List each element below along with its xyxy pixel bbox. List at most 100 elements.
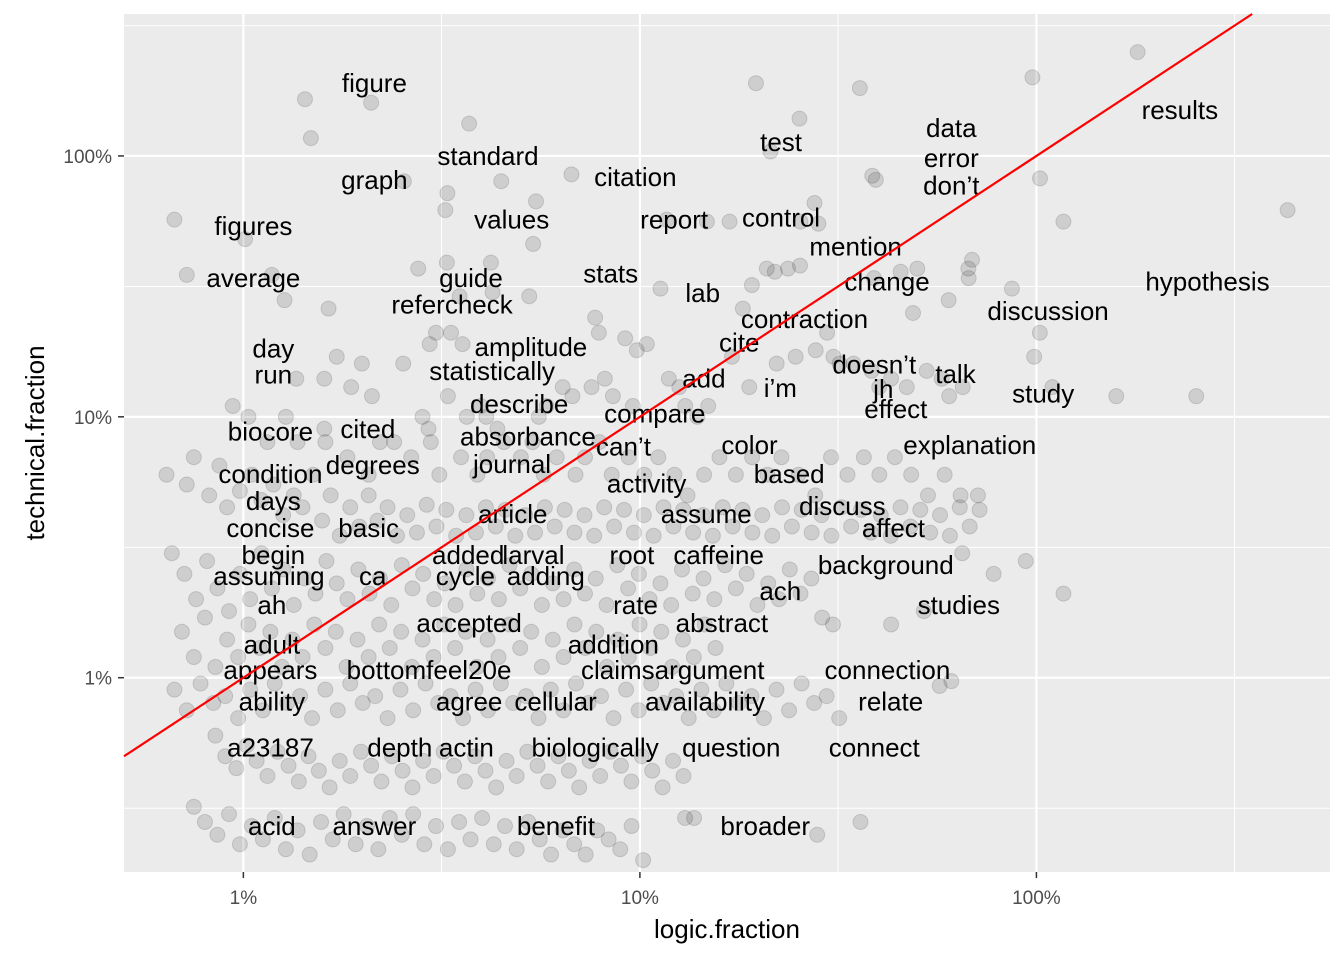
data-point bbox=[687, 810, 702, 825]
word-label: affect bbox=[862, 513, 926, 543]
data-point bbox=[243, 592, 258, 607]
data-point bbox=[421, 421, 436, 436]
data-point bbox=[340, 592, 355, 607]
data-point bbox=[444, 325, 459, 340]
word-label: absorbance bbox=[460, 422, 596, 452]
data-point bbox=[286, 597, 301, 612]
data-point bbox=[1130, 45, 1145, 60]
word-label: connection bbox=[825, 655, 951, 685]
word-label: color bbox=[721, 430, 778, 460]
word-label: data bbox=[926, 113, 977, 143]
word-label: add bbox=[682, 364, 725, 394]
data-point bbox=[872, 467, 887, 482]
data-point bbox=[411, 261, 426, 276]
data-point bbox=[229, 761, 244, 776]
data-point bbox=[368, 689, 383, 704]
word-label: condition bbox=[218, 459, 322, 489]
data-point bbox=[189, 592, 204, 607]
word-label: citation bbox=[594, 162, 676, 192]
data-point bbox=[448, 640, 463, 655]
data-point bbox=[868, 172, 883, 187]
data-point bbox=[1056, 586, 1071, 601]
data-point bbox=[297, 92, 312, 107]
data-point bbox=[767, 264, 782, 279]
data-point bbox=[728, 581, 743, 596]
data-point bbox=[396, 356, 411, 371]
data-point bbox=[509, 769, 524, 784]
word-label: accepted bbox=[416, 608, 522, 638]
data-point bbox=[478, 763, 493, 778]
data-point bbox=[567, 525, 582, 540]
data-point bbox=[1032, 325, 1047, 340]
data-point bbox=[653, 576, 668, 591]
word-label: compare bbox=[604, 398, 705, 428]
y-tick-label: 100% bbox=[63, 147, 112, 168]
data-point bbox=[314, 814, 329, 829]
data-point bbox=[427, 592, 442, 607]
word-label: change bbox=[844, 267, 929, 297]
word-label: studies bbox=[918, 590, 1000, 620]
data-point bbox=[315, 513, 330, 528]
data-point bbox=[584, 380, 599, 395]
word-label: assume bbox=[661, 499, 752, 529]
word-label: standard bbox=[437, 141, 538, 171]
word-label: statistically bbox=[429, 356, 555, 386]
data-point bbox=[277, 293, 292, 308]
data-point bbox=[792, 111, 807, 126]
data-point bbox=[587, 528, 602, 543]
data-point bbox=[317, 421, 332, 436]
data-point bbox=[568, 467, 583, 482]
data-point bbox=[438, 203, 453, 218]
data-point bbox=[856, 450, 871, 465]
data-point bbox=[526, 236, 541, 251]
data-point bbox=[597, 500, 612, 515]
data-point bbox=[364, 389, 379, 404]
data-point bbox=[819, 689, 834, 704]
data-point bbox=[455, 337, 470, 352]
data-point bbox=[380, 711, 395, 726]
word-label: actin bbox=[439, 733, 494, 763]
data-point bbox=[440, 186, 455, 201]
data-point bbox=[832, 711, 847, 726]
data-point bbox=[509, 842, 524, 857]
x-axis-ticks: 1% 10% 100% bbox=[230, 872, 1061, 909]
data-point bbox=[884, 617, 899, 632]
data-point bbox=[788, 349, 803, 364]
data-point bbox=[417, 837, 432, 852]
word-label: talk bbox=[935, 359, 976, 389]
data-point bbox=[933, 508, 948, 523]
data-point bbox=[617, 502, 632, 517]
word-label: biocore bbox=[228, 416, 313, 446]
word-label: figures bbox=[214, 211, 292, 241]
data-point bbox=[577, 508, 592, 523]
data-point bbox=[1280, 203, 1295, 218]
data-point bbox=[810, 827, 825, 842]
data-point bbox=[599, 597, 614, 612]
data-point bbox=[439, 502, 454, 517]
data-point bbox=[321, 301, 336, 316]
word-label: results bbox=[1142, 95, 1219, 125]
data-point bbox=[655, 780, 670, 795]
data-point bbox=[755, 508, 770, 523]
data-point bbox=[782, 703, 797, 718]
word-label: adding bbox=[507, 561, 585, 591]
data-point bbox=[405, 780, 420, 795]
word-label: stats bbox=[583, 258, 638, 288]
data-point bbox=[793, 258, 808, 273]
data-point bbox=[1109, 389, 1124, 404]
data-point bbox=[400, 508, 415, 523]
data-point bbox=[556, 592, 571, 607]
data-point bbox=[498, 819, 513, 834]
data-point bbox=[804, 525, 819, 540]
data-point bbox=[972, 502, 987, 517]
word-label: graph bbox=[341, 165, 408, 195]
data-point bbox=[344, 380, 359, 395]
data-point bbox=[350, 632, 365, 647]
word-label: days bbox=[246, 486, 301, 516]
data-point bbox=[904, 467, 919, 482]
word-label: bottomfeel20e bbox=[347, 655, 512, 685]
data-point bbox=[906, 306, 921, 321]
data-point bbox=[639, 337, 654, 352]
data-point bbox=[260, 769, 275, 784]
data-point bbox=[462, 116, 477, 131]
